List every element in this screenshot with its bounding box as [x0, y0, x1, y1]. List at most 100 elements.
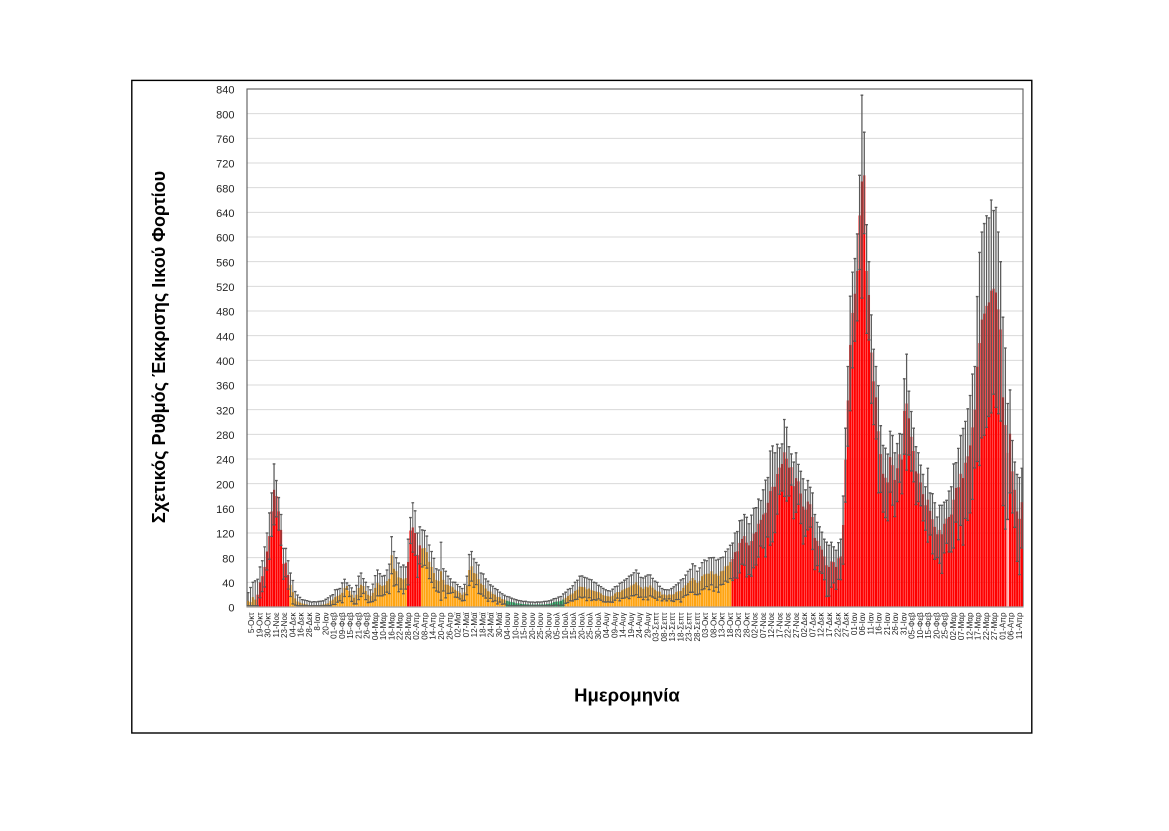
svg-text:26-Απρ: 26-Απρ — [445, 612, 454, 640]
svg-text:28-Μαρ: 28-Μαρ — [404, 612, 413, 640]
svg-text:12-Δεκ: 12-Δεκ — [817, 611, 826, 637]
svg-text:27-Μαρ: 27-Μαρ — [990, 612, 999, 640]
svg-text:22-Μαρ: 22-Μαρ — [396, 612, 405, 640]
svg-text:02-Μαρ: 02-Μαρ — [949, 612, 958, 640]
svg-text:18-Μαϊ: 18-Μαϊ — [478, 612, 487, 637]
svg-text:480: 480 — [216, 307, 234, 319]
svg-text:680: 680 — [216, 183, 234, 195]
svg-text:06-Απρ: 06-Απρ — [1007, 612, 1016, 640]
svg-text:16-Μαρ: 16-Μαρ — [387, 612, 396, 640]
svg-text:240: 240 — [216, 455, 234, 467]
svg-text:08-Σεπτ: 08-Σεπτ — [660, 612, 669, 642]
svg-text:15-Φεβ: 15-Φεβ — [924, 612, 933, 639]
svg-text:03-Σεπτ: 03-Σεπτ — [652, 612, 661, 642]
svg-text:04-Ιουν: 04-Ιουν — [503, 612, 512, 639]
svg-text:20-Ιαν: 20-Ιαν — [321, 612, 330, 635]
svg-text:09-Φεβ: 09-Φεβ — [338, 612, 347, 639]
svg-text:30-Μαϊ: 30-Μαϊ — [495, 612, 504, 637]
svg-text:280: 280 — [216, 430, 234, 442]
svg-text:04-Δεκ: 04-Δεκ — [288, 611, 297, 637]
svg-text:27-Νοε: 27-Νοε — [792, 612, 801, 638]
svg-text:17-Νοε: 17-Νοε — [775, 612, 784, 638]
svg-text:Ημερομηνία: Ημερομηνία — [574, 685, 680, 706]
svg-text:28-Οκτ: 28-Οκτ — [742, 612, 751, 638]
svg-text:14-Αυγ: 14-Αυγ — [619, 611, 628, 638]
svg-text:20-Ιουλ: 20-Ιουλ — [577, 612, 586, 639]
svg-text:12-Νοε: 12-Νοε — [767, 612, 776, 638]
svg-text:400: 400 — [216, 356, 234, 368]
svg-text:15-Φεβ: 15-Φεβ — [346, 612, 355, 639]
svg-text:19-Οκτ: 19-Οκτ — [255, 612, 264, 638]
svg-text:16-Ιαν: 16-Ιαν — [875, 612, 884, 635]
svg-text:560: 560 — [216, 257, 234, 269]
svg-text:26-Ιαν: 26-Ιαν — [891, 612, 900, 635]
svg-text:13-Σεπτ: 13-Σεπτ — [668, 612, 677, 642]
svg-text:04-Αυγ: 04-Αυγ — [602, 611, 611, 638]
svg-text:840: 840 — [216, 85, 234, 97]
svg-text:01-Ιαν: 01-Ιαν — [850, 612, 859, 635]
svg-text:01-Φεβ: 01-Φεβ — [330, 612, 339, 639]
svg-text:11-Ιαν: 11-Ιαν — [866, 612, 875, 634]
svg-text:15-Ιουν: 15-Ιουν — [520, 612, 529, 639]
svg-text:05-Ιουλ: 05-Ιουλ — [553, 612, 562, 639]
svg-text:14-Απρ: 14-Απρ — [429, 612, 438, 640]
svg-text:10-Ιουν: 10-Ιουν — [511, 612, 520, 639]
svg-text:22-Μαρ: 22-Μαρ — [982, 612, 991, 640]
svg-text:25-Φεβ: 25-Φεβ — [941, 612, 950, 639]
svg-text:25-Ιουν: 25-Ιουν — [536, 612, 545, 639]
svg-text:23-Νοε: 23-Νοε — [280, 612, 289, 638]
svg-text:160: 160 — [216, 504, 234, 516]
svg-text:25-Ιουλ: 25-Ιουλ — [586, 612, 595, 639]
svg-text:17-Δεκ: 17-Δεκ — [825, 611, 834, 637]
svg-text:18-Οκτ: 18-Οκτ — [726, 612, 735, 638]
svg-text:0: 0 — [228, 603, 234, 615]
svg-text:40: 40 — [222, 578, 234, 590]
svg-text:10-Φεβ: 10-Φεβ — [916, 612, 925, 639]
svg-text:12-Μαρ: 12-Μαρ — [965, 612, 974, 640]
svg-text:19-Αυγ: 19-Αυγ — [627, 611, 636, 638]
svg-text:640: 640 — [216, 208, 234, 220]
svg-text:11-Νοε: 11-Νοε — [272, 612, 281, 637]
svg-text:09-Αυγ: 09-Αυγ — [610, 611, 619, 638]
svg-text:21-Ιαν: 21-Ιαν — [883, 612, 892, 635]
svg-text:440: 440 — [216, 331, 234, 343]
svg-text:22-Νοε: 22-Νοε — [784, 612, 793, 638]
svg-text:10-Ιουλ: 10-Ιουλ — [561, 612, 570, 639]
svg-text:15-Ιουλ: 15-Ιουλ — [569, 612, 578, 639]
svg-text:520: 520 — [216, 282, 234, 294]
svg-text:06-Ιαν: 06-Ιαν — [858, 612, 867, 635]
svg-text:28-Δεκ: 28-Δεκ — [305, 611, 314, 637]
svg-text:30-Οκτ: 30-Οκτ — [264, 612, 273, 638]
svg-text:200: 200 — [216, 479, 234, 491]
svg-text:27-Δεκ: 27-Δεκ — [842, 611, 851, 637]
svg-text:07-Μαρ: 07-Μαρ — [957, 612, 966, 640]
svg-text:80: 80 — [222, 553, 234, 565]
svg-text:8-Ιαν: 8-Ιαν — [313, 612, 322, 630]
svg-text:20-Φεβ: 20-Φεβ — [932, 612, 941, 639]
svg-text:120: 120 — [216, 529, 234, 541]
svg-text:320: 320 — [216, 405, 234, 417]
svg-text:21-Φεβ: 21-Φεβ — [354, 612, 363, 639]
svg-text:20-Απρ: 20-Απρ — [437, 612, 446, 640]
svg-text:07-Νοε: 07-Νοε — [759, 612, 768, 638]
svg-text:24-Μαϊ: 24-Μαϊ — [487, 612, 496, 637]
svg-text:17-Μαρ: 17-Μαρ — [974, 612, 983, 640]
svg-text:18-Σεπτ: 18-Σεπτ — [676, 612, 685, 642]
svg-text:02-Απρ: 02-Απρ — [412, 612, 421, 640]
svg-text:07-Δεκ: 07-Δεκ — [808, 611, 817, 637]
svg-text:360: 360 — [216, 381, 234, 393]
svg-text:16-Δεκ: 16-Δεκ — [297, 611, 306, 637]
svg-text:26-Φεβ: 26-Φεβ — [363, 612, 372, 639]
svg-text:720: 720 — [216, 159, 234, 171]
svg-text:Σχετικός Ρυθμός Έκκρισης Ιικού: Σχετικός Ρυθμός Έκκρισης Ιικού Φορτίου — [149, 171, 169, 523]
svg-text:28-Σεπτ: 28-Σεπτ — [693, 612, 702, 642]
svg-text:20-Ιουν: 20-Ιουν — [528, 612, 537, 639]
svg-text:10-Μαρ: 10-Μαρ — [379, 612, 388, 640]
svg-text:31-Ιαν: 31-Ιαν — [899, 612, 908, 635]
svg-text:02-Νοε: 02-Νοε — [751, 612, 760, 638]
svg-text:08-Οκτ: 08-Οκτ — [709, 612, 718, 638]
svg-text:22-Δεκ: 22-Δεκ — [833, 611, 842, 637]
svg-text:30-Ιουλ: 30-Ιουλ — [594, 612, 603, 639]
svg-text:08-Απρ: 08-Απρ — [420, 612, 429, 640]
svg-text:03-Οκτ: 03-Οκτ — [701, 612, 710, 638]
